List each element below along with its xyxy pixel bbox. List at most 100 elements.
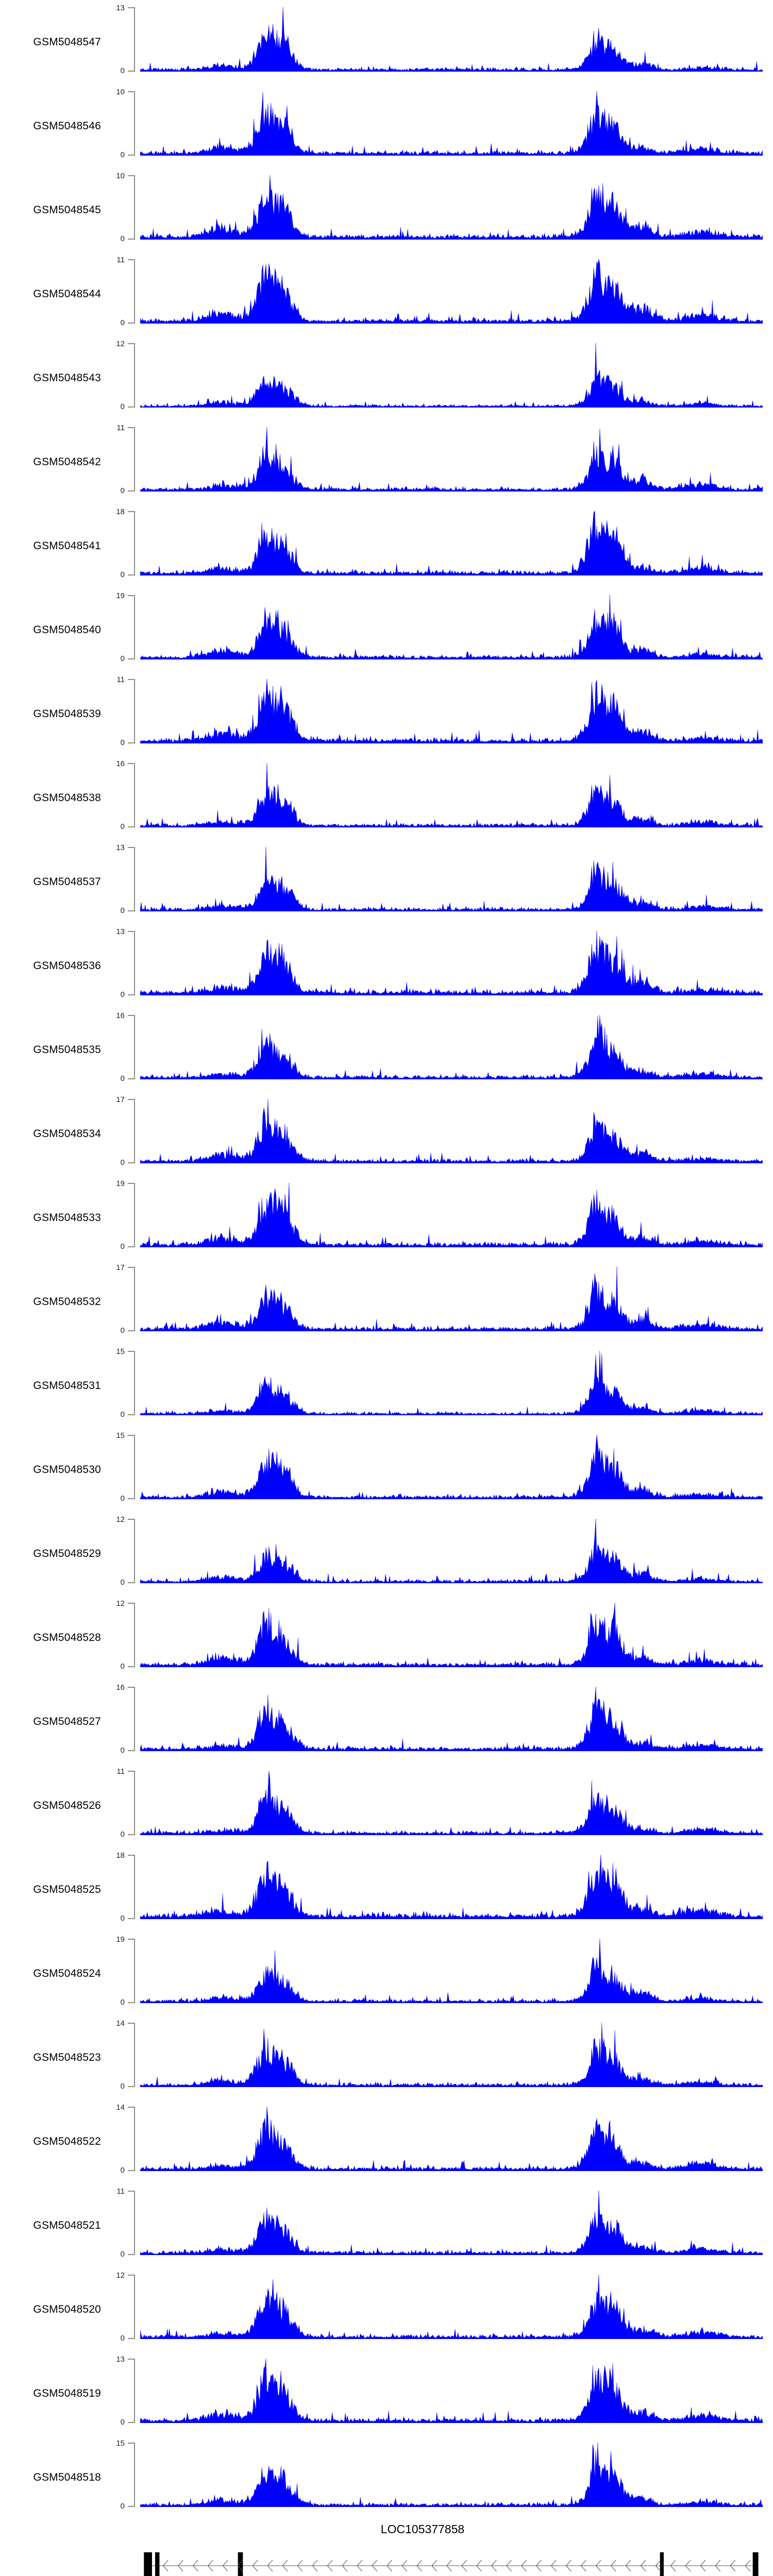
coverage-profile[interactable] (140, 2443, 763, 2507)
axis-min-label: 0 (120, 486, 125, 495)
coverage-track[interactable]: GSM5048547 13 0 (0, 0, 773, 84)
coverage-profile[interactable] (140, 2191, 763, 2255)
axis-tick-max (128, 2443, 135, 2444)
axis-max-label: 12 (116, 1515, 125, 1524)
axis-spine (134, 1687, 135, 1751)
coverage-profile[interactable] (140, 2107, 763, 2171)
axis-tick-max (128, 595, 135, 596)
coverage-track[interactable]: GSM5048525 18 0 (0, 1848, 773, 1931)
coverage-track[interactable]: GSM5048523 14 0 (0, 2015, 773, 2099)
axis-max-label: 12 (116, 2271, 125, 2280)
coverage-profile[interactable] (140, 1687, 763, 1751)
coverage-profile[interactable] (140, 259, 763, 324)
coverage-track[interactable]: GSM5048531 15 0 (0, 1344, 773, 1428)
coverage-track[interactable]: GSM5048533 19 0 (0, 1176, 773, 1260)
axis-max-label: 16 (116, 1683, 125, 1692)
coverage-track[interactable]: GSM5048532 17 0 (0, 1260, 773, 1344)
coverage-profile[interactable] (140, 679, 763, 743)
axis-spine (134, 679, 135, 743)
coverage-track[interactable]: GSM5048524 19 0 (0, 1931, 773, 2015)
track-sample-label: GSM5048521 (33, 2219, 101, 2231)
axis-min-label: 0 (120, 906, 125, 915)
axis-tick-min (128, 1162, 135, 1163)
axis-tick-min (128, 239, 135, 240)
coverage-track[interactable]: GSM5048529 12 0 (0, 1512, 773, 1596)
coverage-profile[interactable] (140, 1939, 763, 2003)
coverage-profile[interactable] (140, 427, 763, 492)
coverage-track[interactable]: GSM5048518 15 0 (0, 2435, 773, 2519)
axis-spine (134, 1183, 135, 1247)
axis-tick-max (128, 1183, 135, 1184)
coverage-track[interactable]: GSM5048535 16 0 (0, 1008, 773, 1092)
coverage-track[interactable]: GSM5048544 11 0 (0, 252, 773, 336)
coverage-track[interactable]: GSM5048522 14 0 (0, 2099, 773, 2183)
axis-tick-max (128, 1939, 135, 1940)
coverage-profile[interactable] (140, 91, 763, 156)
coverage-track[interactable]: GSM5048526 11 0 (0, 1764, 773, 1848)
coverage-track[interactable]: GSM5048528 12 0 (0, 1596, 773, 1680)
coverage-track[interactable]: GSM5048537 13 0 (0, 840, 773, 924)
coverage-track[interactable]: GSM5048538 16 0 (0, 756, 773, 840)
axis-tick-min (128, 1834, 135, 1835)
coverage-profile[interactable] (140, 931, 763, 995)
axis-tick-min (128, 323, 135, 324)
coverage-profile[interactable] (140, 2359, 763, 2423)
axis-tick-max (128, 91, 135, 92)
axis-max-label: 11 (116, 256, 125, 264)
axis-tick-max (128, 1687, 135, 1688)
coverage-track[interactable]: GSM5048539 11 0 (0, 672, 773, 756)
coverage-profile[interactable] (140, 1855, 763, 1919)
coverage-track[interactable]: GSM5048527 16 0 (0, 1680, 773, 1764)
coverage-profile[interactable] (140, 1015, 763, 1079)
coverage-track[interactable]: GSM5048536 13 0 (0, 924, 773, 1008)
coverage-profile[interactable] (140, 1603, 763, 1667)
coverage-profile[interactable] (140, 511, 763, 575)
coverage-profile[interactable] (140, 2023, 763, 2087)
axis-tick-max (128, 2191, 135, 2192)
coverage-profile[interactable] (140, 847, 763, 911)
axis-tick-max (128, 2275, 135, 2276)
coverage-profile[interactable] (140, 7, 763, 72)
coverage-track-list: GSM5048547 13 0 GSM5048546 10 0 GSM5048545 10 0 G… (0, 0, 773, 2519)
coverage-profile[interactable] (140, 1183, 763, 1247)
track-y-axis: 15 0 (103, 1428, 140, 1512)
axis-spine (134, 91, 135, 156)
coverage-profile[interactable] (140, 595, 763, 659)
gene-model[interactable] (140, 2551, 763, 2576)
coverage-profile[interactable] (140, 1351, 763, 1415)
coverage-track[interactable]: GSM5048530 15 0 (0, 1428, 773, 1512)
coverage-track[interactable]: GSM5048542 11 0 (0, 420, 773, 504)
coverage-track[interactable]: GSM5048546 10 0 (0, 84, 773, 168)
axis-max-label: 10 (116, 172, 125, 180)
coverage-profile[interactable] (140, 343, 763, 408)
coverage-track[interactable]: GSM5048540 19 0 (0, 588, 773, 672)
track-sample-label: GSM5048519 (33, 2387, 101, 2399)
coverage-profile[interactable] (140, 2275, 763, 2339)
track-sample-label: GSM5048540 (33, 623, 101, 636)
axis-spine (134, 1771, 135, 1835)
track-y-axis: 19 0 (103, 588, 140, 672)
coverage-track[interactable]: GSM5048519 13 0 (0, 2351, 773, 2435)
axis-tick-min (128, 2506, 135, 2507)
coverage-track[interactable]: GSM5048520 12 0 (0, 2267, 773, 2351)
coverage-track[interactable]: GSM5048543 12 0 (0, 336, 773, 420)
gene-annotation-track[interactable]: LOC105377858 (0, 2519, 773, 2576)
track-sample-label: GSM5048529 (33, 1547, 101, 1560)
axis-tick-min (128, 826, 135, 827)
axis-tick-max (128, 259, 135, 260)
coverage-track[interactable]: GSM5048521 11 0 (0, 2183, 773, 2267)
coverage-profile[interactable] (140, 1099, 763, 1163)
coverage-profile[interactable] (140, 175, 763, 240)
coverage-profile[interactable] (140, 1435, 763, 1499)
axis-tick-max (128, 511, 135, 512)
coverage-profile[interactable] (140, 1519, 763, 1583)
axis-tick-min (128, 406, 135, 408)
axis-max-label: 15 (116, 1347, 125, 1356)
coverage-profile[interactable] (140, 763, 763, 827)
coverage-profile[interactable] (140, 1267, 763, 1331)
coverage-track[interactable]: GSM5048541 18 0 (0, 504, 773, 588)
coverage-track[interactable]: GSM5048545 10 0 (0, 168, 773, 252)
coverage-track[interactable]: GSM5048534 17 0 (0, 1092, 773, 1176)
track-sample-label: GSM5048525 (33, 1883, 101, 1895)
coverage-profile[interactable] (140, 1771, 763, 1835)
